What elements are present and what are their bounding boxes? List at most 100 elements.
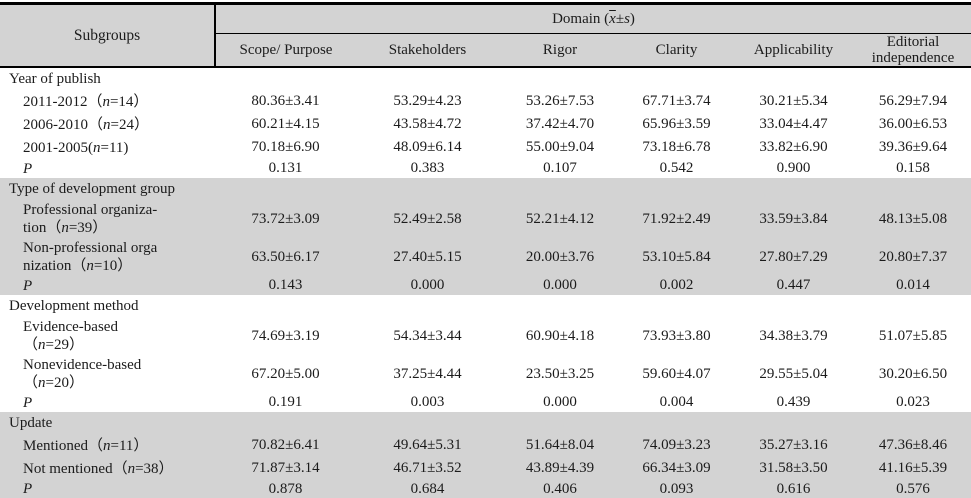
p-value-row: P 0.131 0.383 0.107 0.542 0.900 0.158: [0, 159, 971, 178]
value-cell: 23.50±3.25: [525, 365, 595, 382]
value-cell: 67.20±5.00: [251, 365, 320, 382]
value-cell: 0.107: [543, 160, 577, 176]
value-cell: 35.27±3.16: [732, 434, 855, 457]
value-cell: 73.72±3.09: [215, 200, 356, 238]
value-cell: 80.36±3.41: [251, 93, 320, 109]
value-cell: 41.16±5.39: [855, 457, 971, 480]
value-cell: 20.00±3.76: [499, 238, 621, 276]
p-value-row: P 0.878 0.684 0.406 0.093 0.616 0.576: [0, 480, 971, 498]
value-cell: 0.900: [776, 160, 811, 176]
table-header: Subgroups Domain (x±s) Scope/ Purpose St…: [0, 3, 971, 68]
value-cell: 43.58±4.72: [393, 116, 462, 132]
table-row: Professional organiza-tion（n=39） 73.72±3…: [0, 200, 971, 238]
value-cell: 37.42±4.70: [525, 116, 595, 132]
row-label: Mentioned（n=11）: [0, 434, 215, 457]
value-cell: 74.09±3.23: [621, 434, 732, 457]
table-row: Non-professional orga nization（n=10） 63.5…: [0, 238, 971, 276]
value-cell: 0.406: [499, 480, 621, 498]
value-cell: 0.023: [896, 394, 930, 410]
value-cell: 27.40±5.15: [356, 238, 499, 276]
value-cell: 53.10±5.84: [621, 238, 732, 276]
value-cell: 0.143: [215, 276, 356, 295]
value-cell: 73.93±3.80: [642, 327, 711, 344]
header-col-applicability: Applicability: [732, 33, 855, 68]
row-label: Professional organiza-tion（n=39）: [0, 200, 215, 238]
header-col-rigor: Rigor: [499, 33, 621, 68]
row-label: Evidence-based （n=29）: [23, 319, 118, 353]
value-cell: 0.004: [659, 394, 694, 410]
row-label: 2006-2010（n=24）: [23, 116, 149, 133]
header-domain: Domain (x±s): [215, 3, 971, 34]
value-cell: 30.20±6.50: [878, 365, 948, 382]
value-cell: 0.439: [776, 394, 811, 410]
value-cell: 53.29±4.23: [393, 93, 462, 109]
column-header-row: Scope/ Purpose Stakeholders Rigor Clarit…: [0, 33, 971, 68]
value-cell: 0.000: [543, 394, 577, 410]
value-cell: 0.576: [855, 480, 971, 498]
value-cell: 60.21±4.15: [251, 116, 320, 132]
xbar-symbol: x: [609, 10, 616, 27]
value-cell: 36.00±6.53: [878, 116, 948, 132]
value-cell: 0.878: [215, 480, 356, 498]
table-row: Evidence-based （n=29） 74.69±3.19 54.34±3.…: [0, 317, 971, 355]
value-cell: 73.18±6.78: [642, 139, 711, 155]
value-cell: 47.36±8.46: [855, 434, 971, 457]
value-cell: 71.92±2.49: [621, 200, 732, 238]
value-cell: 29.55±5.04: [759, 365, 828, 382]
row-label: Nonevidence-based （n=20）: [23, 357, 142, 391]
value-cell: 0.000: [499, 276, 621, 295]
row-label: 2011-2012（n=14）: [23, 93, 149, 110]
value-cell: 59.60±4.07: [642, 365, 711, 382]
row-label: P: [0, 276, 215, 295]
value-cell: 27.80±7.29: [732, 238, 855, 276]
s-symbol: s: [624, 10, 630, 27]
section-title: Year of publish: [9, 70, 101, 87]
row-label: 2001-2005(n=11): [23, 139, 129, 156]
value-cell: 0.003: [410, 394, 445, 410]
value-cell: 49.64±5.31: [356, 434, 499, 457]
section-title-type-of-development-group: Type of development group: [0, 178, 971, 200]
value-cell: 65.96±3.59: [642, 116, 711, 132]
value-cell: 0.447: [732, 276, 855, 295]
value-cell: 66.34±3.09: [621, 457, 732, 480]
value-cell: 56.29±7.94: [878, 93, 948, 109]
table-row: 2006-2010（n=24） 60.21±4.15 43.58±4.72 37…: [0, 113, 971, 136]
value-cell: 0.002: [621, 276, 732, 295]
row-label: P: [23, 160, 33, 177]
table-row: 2001-2005(n=11) 70.18±6.90 48.09±6.14 55…: [0, 136, 971, 159]
value-cell: 71.87±3.14: [215, 457, 356, 480]
value-cell: 51.64±8.04: [499, 434, 621, 457]
value-cell: 33.59±3.84: [732, 200, 855, 238]
table-body: Year of publish 2011-2012（n=14） 80.36±3.…: [0, 67, 971, 498]
table-row: Not mentioned（n=38） 71.87±3.14 46.71±3.5…: [0, 457, 971, 480]
value-cell: 0.616: [732, 480, 855, 498]
value-cell: 70.82±6.41: [215, 434, 356, 457]
value-cell: 0.158: [896, 160, 930, 176]
row-label: P: [23, 394, 33, 411]
section-title: Type of development group: [0, 178, 971, 200]
value-cell: 0.000: [356, 276, 499, 295]
row-label: P: [0, 480, 215, 498]
header-col-scope-purpose: Scope/ Purpose: [215, 33, 356, 68]
value-cell: 48.09±6.14: [393, 139, 462, 155]
table-row: Mentioned（n=11） 70.82±6.41 49.64±5.31 51…: [0, 434, 971, 457]
value-cell: 0.131: [268, 160, 303, 176]
value-cell: 0.383: [410, 160, 445, 176]
value-cell: 52.21±4.12: [499, 200, 621, 238]
plus-minus-symbol: ±: [615, 10, 625, 27]
section-title: Development method: [9, 297, 139, 314]
value-cell: 31.58±3.50: [732, 457, 855, 480]
section-title: Update: [0, 412, 971, 434]
header-subgroups: Subgroups: [0, 3, 216, 68]
value-cell: 0.014: [855, 276, 971, 295]
section-title-year-of-publish: Year of publish: [0, 67, 971, 90]
value-cell: 53.26±7.53: [525, 93, 595, 109]
value-cell: 33.82±6.90: [759, 139, 828, 155]
table-row: Nonevidence-based （n=20） 67.20±5.00 37.25…: [0, 355, 971, 393]
value-cell: 33.04±4.47: [759, 116, 828, 132]
header-col-stakeholders: Stakeholders: [356, 33, 499, 68]
value-cell: 0.542: [659, 160, 694, 176]
value-cell: 0.093: [621, 480, 732, 498]
